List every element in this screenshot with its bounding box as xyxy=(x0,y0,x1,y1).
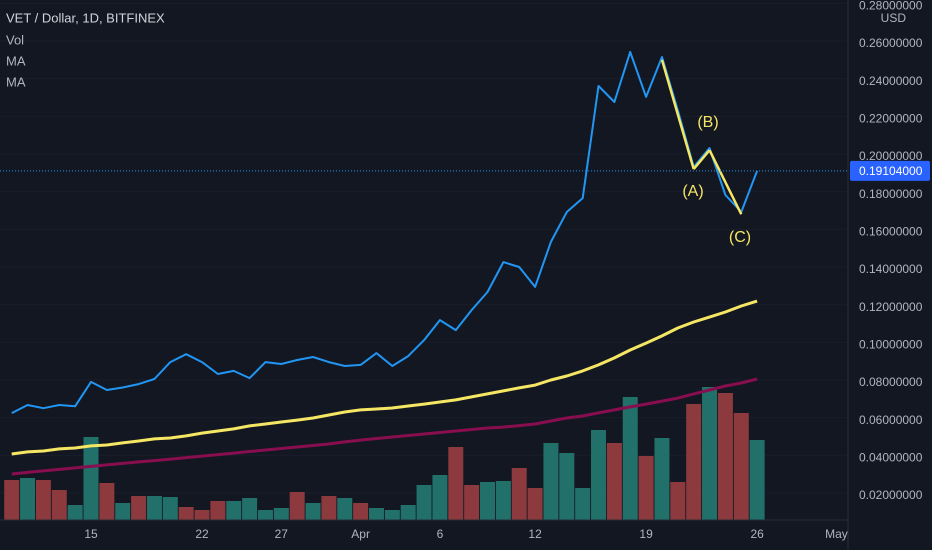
wave-segment xyxy=(692,149,711,170)
chart-title: VET / Dollar, 1D, BITFINEX xyxy=(6,10,165,25)
y-tick-label: 0.08000000 xyxy=(859,375,923,389)
volume-bar xyxy=(654,438,670,520)
y-tick-label: 0.02000000 xyxy=(859,488,923,502)
volume-bar xyxy=(305,503,321,520)
volume-bar xyxy=(670,482,686,520)
volume-bar xyxy=(4,480,20,520)
volume-bar xyxy=(67,505,83,520)
y-tick-label: 0.24000000 xyxy=(859,74,923,88)
volume-bar xyxy=(527,488,543,520)
volume-bar xyxy=(559,453,575,520)
volume-bar xyxy=(162,497,178,520)
volume-bar xyxy=(432,475,448,520)
y-tick-label: 0.18000000 xyxy=(859,187,923,201)
indicator-label: MA xyxy=(6,53,26,68)
volume-bar xyxy=(20,478,36,520)
y-tick-label: 0.26000000 xyxy=(859,36,923,50)
volume-bar xyxy=(257,510,273,520)
volume-bar xyxy=(99,483,115,520)
x-tick-label: 12 xyxy=(528,527,542,541)
x-tick-label: 6 xyxy=(437,527,444,541)
volume-bar xyxy=(242,498,258,520)
volume-bar xyxy=(416,485,432,520)
y-tick-label: 0.12000000 xyxy=(859,300,923,314)
volume-bar xyxy=(733,413,749,520)
indicator-label: Vol xyxy=(6,32,24,47)
volume-bar xyxy=(226,501,242,520)
volume-bar xyxy=(749,440,765,520)
y-tick-label: 0.06000000 xyxy=(859,413,923,427)
volume-bar xyxy=(384,510,400,520)
volume-bar xyxy=(83,437,99,520)
y-tick-label: 0.04000000 xyxy=(859,450,923,464)
volume-bar xyxy=(178,507,194,520)
x-tick-label: Apr xyxy=(351,527,370,541)
volume-bar xyxy=(194,510,210,520)
plot-area xyxy=(0,2,848,520)
wave-label: (B) xyxy=(697,114,718,131)
volume-bar xyxy=(606,443,622,520)
last-price-label: 0.19104000 xyxy=(859,164,923,178)
x-tick-label: 19 xyxy=(639,527,653,541)
y-tick-label: 0.20000000 xyxy=(859,149,923,163)
y-tick-label: 0.22000000 xyxy=(859,111,923,125)
volume-bar xyxy=(368,508,384,520)
volume-bar xyxy=(115,503,131,520)
y-tick-label: 0.14000000 xyxy=(859,262,923,276)
indicator-label: MA xyxy=(6,74,26,89)
x-tick-label: 26 xyxy=(750,527,764,541)
volume-bar xyxy=(35,480,51,520)
volume-bar xyxy=(638,456,654,520)
volume-bar xyxy=(146,496,162,520)
volume-bar xyxy=(321,496,337,520)
x-tick-label: 27 xyxy=(275,527,289,541)
series-line xyxy=(11,50,759,414)
series-line xyxy=(11,377,758,476)
y-tick-label: 0.10000000 xyxy=(859,337,923,351)
volume-bar xyxy=(511,468,527,520)
volume-bar xyxy=(622,397,638,520)
volume-bar xyxy=(717,393,733,520)
volume-bar xyxy=(131,496,147,520)
series-line xyxy=(11,299,758,456)
volume-bar xyxy=(337,498,353,520)
axis-unit: USD xyxy=(881,11,907,25)
wave-label: (C) xyxy=(729,229,751,246)
volume-bar xyxy=(702,387,718,520)
x-tick-label: May xyxy=(825,527,848,541)
y-tick-label: 0.28000000 xyxy=(859,0,923,13)
volume-bar xyxy=(575,488,591,520)
volume-bar xyxy=(495,481,511,520)
x-tick-label: 22 xyxy=(195,527,209,541)
volume-bar xyxy=(480,482,495,520)
wave-label: (A) xyxy=(682,183,703,200)
volume-bar xyxy=(543,443,559,520)
wave-segment xyxy=(708,149,743,215)
volume-bar xyxy=(273,508,289,520)
volume-bar xyxy=(400,505,416,520)
x-tick-label: 15 xyxy=(84,527,98,541)
last-price-box xyxy=(850,160,930,181)
volume-bar xyxy=(210,501,226,520)
volume-bar xyxy=(464,485,480,520)
volume-bar xyxy=(448,447,464,520)
volume-bar xyxy=(51,490,67,520)
y-tick-label: 0.16000000 xyxy=(859,224,923,238)
volume-bar xyxy=(289,492,305,520)
volume-bar xyxy=(686,404,702,520)
wave-segment xyxy=(660,59,695,170)
volume-bar xyxy=(591,430,607,520)
volume-bar xyxy=(353,503,369,520)
